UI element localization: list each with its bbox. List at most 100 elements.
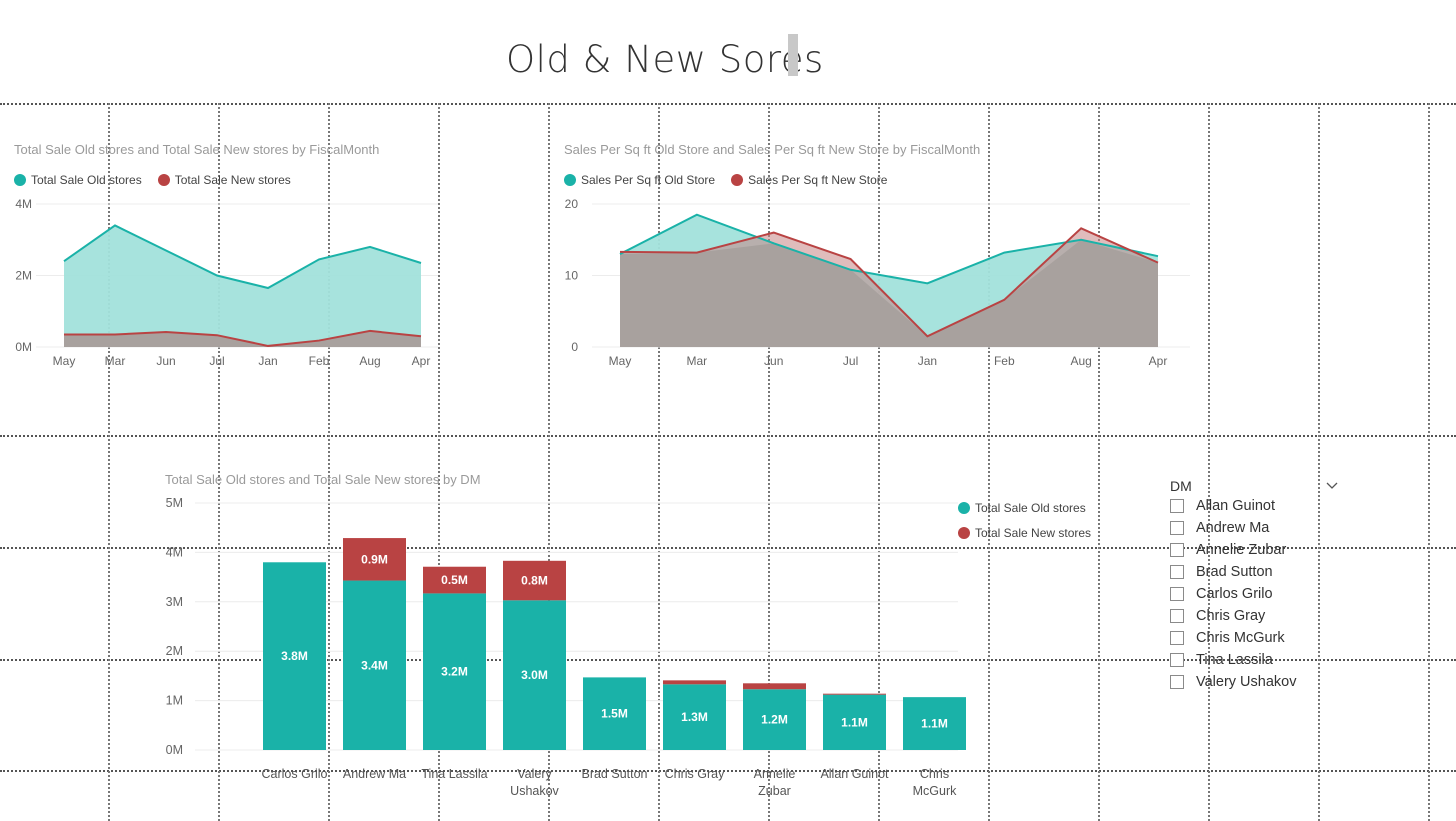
- chart1-legend: Total Sale Old stores Total Sale New sto…: [14, 173, 291, 187]
- bar-old-segment: [503, 600, 566, 750]
- legend-label-old[interactable]: Total Sale Old stores: [975, 501, 1086, 515]
- bar-new-segment: [343, 538, 406, 581]
- x-tick-label: Aug: [1070, 354, 1091, 368]
- slicer-item[interactable]: Brad Sutton: [1170, 561, 1340, 583]
- area-old: [64, 225, 421, 347]
- legend-teal-swatch: [958, 502, 970, 514]
- line-new: [619, 227, 1159, 338]
- x-tick-label: May: [609, 354, 632, 368]
- y-tick-label: 2M: [166, 644, 183, 658]
- data-label-old: 1.3M: [681, 710, 708, 724]
- area-overlap: [620, 239, 1158, 347]
- area-overlap: [64, 330, 421, 347]
- chart2-area-chart[interactable]: 0 10 20 May Mar Jun Jul Jan Feb Aug Apr: [540, 190, 1200, 380]
- page-title[interactable]: Old & New Sores: [506, 38, 824, 81]
- visual-border-row: [0, 659, 1456, 661]
- data-label-new: 0.5M: [441, 573, 468, 587]
- visual-border-column: [1318, 103, 1320, 821]
- x-tick-label: Apr: [412, 354, 431, 368]
- slicer-checkbox[interactable]: [1170, 565, 1184, 579]
- x-tick-label: Chris Gray: [665, 767, 725, 781]
- chart3-title: Total Sale Old stores and Total Sale New…: [165, 472, 481, 487]
- slicer-checkbox[interactable]: [1170, 499, 1184, 513]
- slicer-header[interactable]: DM: [1170, 477, 1340, 495]
- slicer-item[interactable]: Andrew Ma: [1170, 517, 1340, 539]
- slicer-item-label: Valery Ushakov: [1196, 674, 1297, 690]
- bar-old-segment: [663, 684, 726, 750]
- x-tick-label: Feb: [994, 354, 1015, 368]
- slicer-checkbox[interactable]: [1170, 609, 1184, 623]
- slicer-checkbox[interactable]: [1170, 587, 1184, 601]
- x-tick-label: Valery: [517, 767, 552, 781]
- bar-old-segment: [903, 697, 966, 750]
- line-new: [64, 329, 422, 347]
- dm-slicer: DM Allan Guinot Andrew Ma Annelie Zubar Bra…: [1170, 477, 1340, 693]
- x-tick-label: Jul: [843, 354, 858, 368]
- y-tick-label: 5M: [166, 496, 183, 510]
- slicer-checkbox[interactable]: [1170, 521, 1184, 535]
- legend-label-old[interactable]: Total Sale Old stores: [31, 173, 142, 187]
- chart3-legend-new: Total Sale New stores: [958, 526, 1091, 540]
- slicer-checkbox[interactable]: [1170, 653, 1184, 667]
- x-tick-label: Jan: [258, 354, 277, 368]
- slicer-checkbox[interactable]: [1170, 631, 1184, 645]
- legend-label-new[interactable]: Total Sale New stores: [174, 173, 291, 187]
- y-tick-label: 4M: [15, 197, 32, 211]
- slicer-item-label: Chris Gray: [1196, 608, 1266, 624]
- legend-label-old[interactable]: Sales Per Sq ft Old Store: [581, 173, 716, 187]
- data-label-old: 1.1M: [921, 717, 948, 731]
- y-tick-label: 1M: [166, 694, 183, 708]
- data-label-old: 3.0M: [521, 668, 548, 682]
- visual-border-column: [328, 103, 330, 821]
- data-label-old: 3.4M: [361, 658, 388, 672]
- x-tick-label: Jun: [764, 354, 783, 368]
- visual-border-column: [768, 103, 770, 821]
- x-tick-label: Jul: [209, 354, 224, 368]
- data-label-old: 1.1M: [841, 715, 868, 729]
- legend-label-new[interactable]: Total Sale New stores: [975, 526, 1092, 540]
- slicer-item[interactable]: Tina Lassila: [1170, 649, 1340, 671]
- bar-new-segment: [423, 566, 486, 594]
- visual-border-column: [548, 103, 550, 821]
- chart3-stacked-column-chart[interactable]: 0M 1M 2M 3M 4M 5M 3.8M Carlos Grilo 0.9M 3.4M Andr…: [150, 490, 970, 810]
- slicer-item[interactable]: Carlos Grilo: [1170, 583, 1340, 605]
- x-tick-label: Mar: [105, 354, 126, 368]
- slicer-list: Allan Guinot Andrew Ma Annelie Zubar Brad S…: [1170, 495, 1340, 693]
- x-tick-label: Jun: [156, 354, 175, 368]
- slicer-item[interactable]: Chris McGurk: [1170, 627, 1340, 649]
- slicer-title: DM: [1170, 478, 1192, 494]
- slicer-checkbox[interactable]: [1170, 675, 1184, 689]
- slicer-checkbox[interactable]: [1170, 543, 1184, 557]
- bar-old-segment: [743, 689, 806, 750]
- x-tick-label: Aug: [359, 354, 380, 368]
- slicer-item[interactable]: Chris Gray: [1170, 605, 1340, 627]
- x-tick-label: Apr: [1149, 354, 1168, 368]
- legend-teal-swatch: [14, 174, 26, 186]
- bar-new-segment: [663, 680, 726, 685]
- chevron-down-icon[interactable]: [1326, 482, 1338, 490]
- visual-border-column: [1428, 103, 1430, 821]
- line-old: [63, 224, 422, 290]
- legend-red-swatch: [958, 527, 970, 539]
- slicer-item[interactable]: Annelie Zubar: [1170, 539, 1340, 561]
- x-tick-label: Andrew Ma: [343, 767, 406, 781]
- slicer-item-label: Chris McGurk: [1196, 630, 1285, 646]
- slicer-item-label: Tina Lassila: [1196, 652, 1273, 668]
- bar-new-segment: [743, 683, 806, 690]
- slicer-item-label: Allan Guinot: [1196, 498, 1275, 514]
- chart1-area-chart[interactable]: 0M 2M 4M May Mar Jun Jul Jan Feb Aug Apr: [0, 190, 450, 380]
- y-tick-label: 3M: [166, 595, 183, 609]
- data-label-new: 0.8M: [521, 574, 548, 588]
- y-tick-label: 10: [565, 269, 579, 283]
- slicer-item-label: Annelie Zubar: [1196, 542, 1287, 558]
- y-tick-label: 0M: [15, 340, 32, 354]
- legend-label-new[interactable]: Sales Per Sq ft New Store: [748, 173, 888, 187]
- slicer-item[interactable]: Allan Guinot: [1170, 495, 1340, 517]
- legend-teal-swatch: [564, 174, 576, 186]
- visual-border-column: [218, 103, 220, 821]
- data-label-old: 1.5M: [601, 707, 628, 721]
- x-tick-label: Tina Lassila: [421, 767, 487, 781]
- line-old: [619, 213, 1159, 285]
- chart3-legend-old: Total Sale Old stores: [958, 501, 1086, 515]
- slicer-item[interactable]: Valery Ushakov: [1170, 671, 1340, 693]
